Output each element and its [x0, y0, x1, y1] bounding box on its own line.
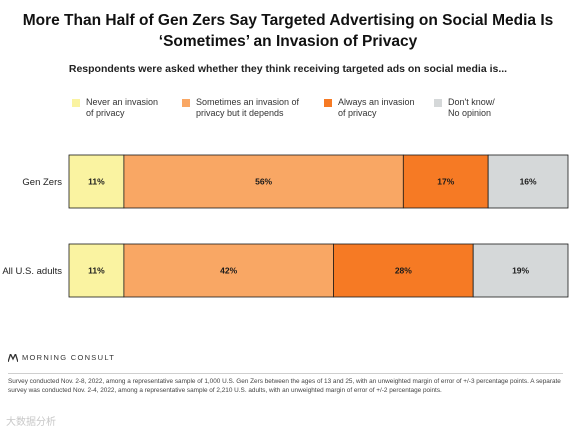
bar-value-label: 19%: [512, 266, 529, 276]
bar-segment: [123, 243, 334, 298]
legend-item-4: Don't know/No opinion: [434, 97, 495, 119]
bar-segment: [472, 243, 569, 298]
bar-value-label: 17%: [437, 177, 454, 187]
legend-swatch: [182, 99, 190, 107]
legend-label: Sometimes an invasion of privacy but it d…: [196, 97, 300, 118]
chart-title-line-1: More Than Half of Gen Zers Say Targeted …: [22, 12, 554, 29]
legend-label: Don't know/No opinion: [448, 97, 495, 118]
bar-segment: [68, 243, 125, 298]
watermark: 大数据分析: [6, 417, 56, 428]
chart-subtitle: Respondents were asked whether they thin…: [68, 63, 508, 75]
bar-segment: [333, 243, 474, 298]
legend-swatch: [324, 99, 332, 107]
bar-segment: [402, 154, 489, 209]
legend-item-3: Always an invasion of privacy: [324, 97, 415, 119]
bar-segment: [123, 154, 404, 209]
bar-value-label: 56%: [255, 177, 272, 187]
bar-segment: [487, 154, 569, 209]
brand-logo: MORNING CONSULT: [8, 353, 115, 362]
bar-value-label: 16%: [520, 177, 537, 187]
bar-value-label: 28%: [395, 266, 412, 276]
legend-item-1: Never an invasion of privacy: [72, 97, 158, 119]
bar-value-label: 42%: [220, 266, 237, 276]
morning-consult-logo-icon: [8, 353, 18, 362]
chart-legend: Never an invasion of privacy Sometimes an …: [0, 97, 576, 127]
legend-label: Never an invasion of privacy: [86, 97, 159, 118]
brand-name: MORNING CONSULT: [22, 353, 116, 362]
survey-footnote: Survey conducted Nov. 2-8, 2022, among a…: [8, 378, 561, 394]
legend-label: Always an invasion of privacy: [338, 97, 415, 118]
legend-item-2: Sometimes an invasion of privacy but it d…: [182, 97, 299, 119]
category-label: All U.S. adults: [2, 266, 62, 277]
bar-value-label: 11%: [88, 177, 105, 187]
category-label: Gen Zers: [22, 177, 62, 188]
bar-value-label: 11%: [88, 266, 105, 276]
chart-title: More Than Half of Gen Zers Say Targeted …: [0, 10, 576, 52]
legend-swatch: [72, 99, 80, 107]
bar-segment: [68, 154, 125, 209]
chart-title-line-2: ‘Sometimes’ an Invasion of Privacy: [158, 33, 418, 50]
legend-swatch: [434, 99, 442, 107]
stacked-bar-chart: Gen Zers 11% 56% 17% 16% All U.S. adults 11% 42…: [2, 154, 569, 298]
footer-divider: [8, 373, 563, 374]
